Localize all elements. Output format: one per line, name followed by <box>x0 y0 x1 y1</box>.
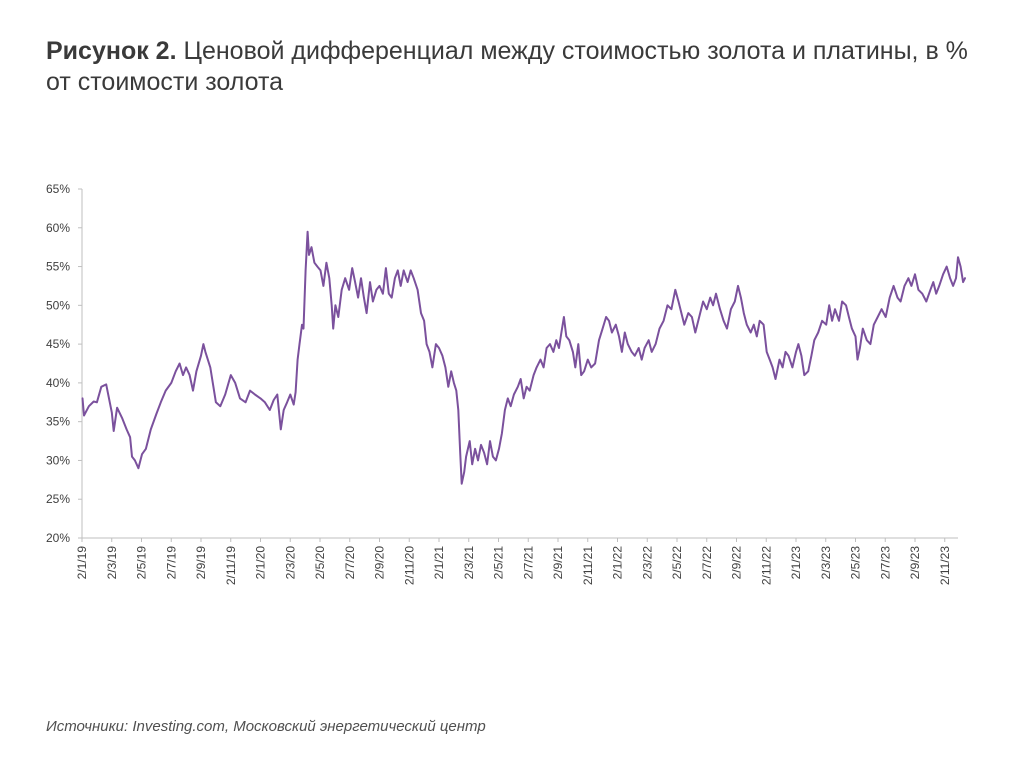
chart-title-bold: Рисунок 2. <box>46 37 177 65</box>
x-tick-label: 2/1/21 <box>432 546 446 580</box>
y-axis-ticks: 20% 25% 30% 35% 40% 45% 50% 55% 60% 65% <box>46 182 82 545</box>
x-tick-label: 2/7/22 <box>700 546 714 580</box>
x-tick-label: 2/5/19 <box>135 546 149 580</box>
source-note: Источники: Investing.com, Московский эне… <box>46 718 486 735</box>
x-tick-label: 2/7/23 <box>878 546 892 580</box>
x-tick-label: 2/5/20 <box>313 546 327 580</box>
chart-title: Рисунок 2. Ценовой дифференциал между ст… <box>46 36 986 98</box>
x-tick-label: 2/1/22 <box>611 546 625 580</box>
y-tick-label: 50% <box>46 298 70 312</box>
y-tick-label: 55% <box>46 260 70 274</box>
y-tick-label: 60% <box>46 221 70 235</box>
x-tick-label: 2/9/21 <box>551 546 565 580</box>
x-tick-label: 2/3/21 <box>462 546 476 580</box>
chart-axes <box>81 189 958 539</box>
x-tick-label: 2/11/23 <box>938 546 952 585</box>
x-tick-label: 2/7/19 <box>164 546 178 580</box>
x-tick-label: 2/11/19 <box>224 546 238 585</box>
x-tick-label: 2/7/20 <box>343 546 357 580</box>
x-tick-label: 2/3/19 <box>105 546 119 580</box>
x-tick-label: 2/11/21 <box>581 546 595 585</box>
x-tick-label: 2/5/23 <box>849 546 863 580</box>
y-tick-label: 65% <box>46 182 70 196</box>
chart-title-rest: Ценовой дифференциал между стоимостью зо… <box>46 37 968 96</box>
x-tick-label: 2/1/23 <box>789 546 803 580</box>
series-line <box>81 230 966 485</box>
x-axis-ticks: 2/1/19 2/3/19 2/5/19 2/7/19 2/9/19 2/11/19 2/1… <box>75 538 952 585</box>
x-tick-label: 2/3/22 <box>640 546 654 580</box>
x-tick-label: 2/3/23 <box>819 546 833 580</box>
y-tick-label: 25% <box>46 492 70 506</box>
x-tick-label: 2/3/20 <box>283 546 297 580</box>
x-tick-label: 2/1/20 <box>254 546 268 580</box>
y-tick-label: 35% <box>46 415 70 429</box>
x-tick-label: 2/1/19 <box>75 546 89 580</box>
x-tick-label: 2/11/22 <box>759 546 773 585</box>
x-tick-label: 2/5/22 <box>670 546 684 580</box>
y-tick-label: 40% <box>46 376 70 390</box>
x-tick-label: 2/5/21 <box>492 546 506 580</box>
x-tick-label: 2/9/23 <box>908 546 922 580</box>
y-tick-label: 45% <box>46 337 70 351</box>
y-tick-label: 20% <box>46 531 70 545</box>
y-tick-label: 30% <box>46 453 70 467</box>
x-tick-label: 2/9/20 <box>373 546 387 580</box>
chart-series <box>81 230 966 485</box>
x-tick-label: 2/7/21 <box>521 546 535 580</box>
x-tick-label: 2/9/19 <box>194 546 208 580</box>
x-tick-label: 2/11/20 <box>402 546 416 585</box>
x-tick-label: 2/9/22 <box>730 546 744 580</box>
